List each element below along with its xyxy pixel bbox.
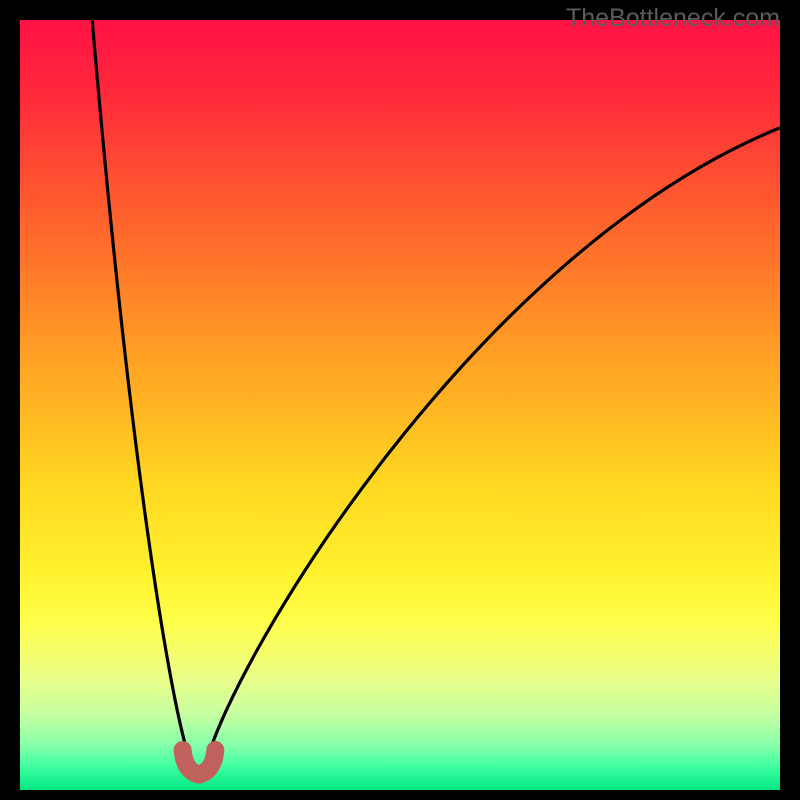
marker-layer	[183, 750, 216, 775]
bottleneck-chart: TheBottleneck.com	[0, 0, 800, 800]
watermark-text: TheBottleneck.com	[566, 4, 780, 33]
curve-left-branch	[92, 20, 191, 763]
chart-svg	[0, 0, 800, 800]
bottleneck-marker	[183, 750, 216, 775]
curve-right-branch	[206, 128, 780, 763]
curve-layer	[92, 20, 780, 763]
